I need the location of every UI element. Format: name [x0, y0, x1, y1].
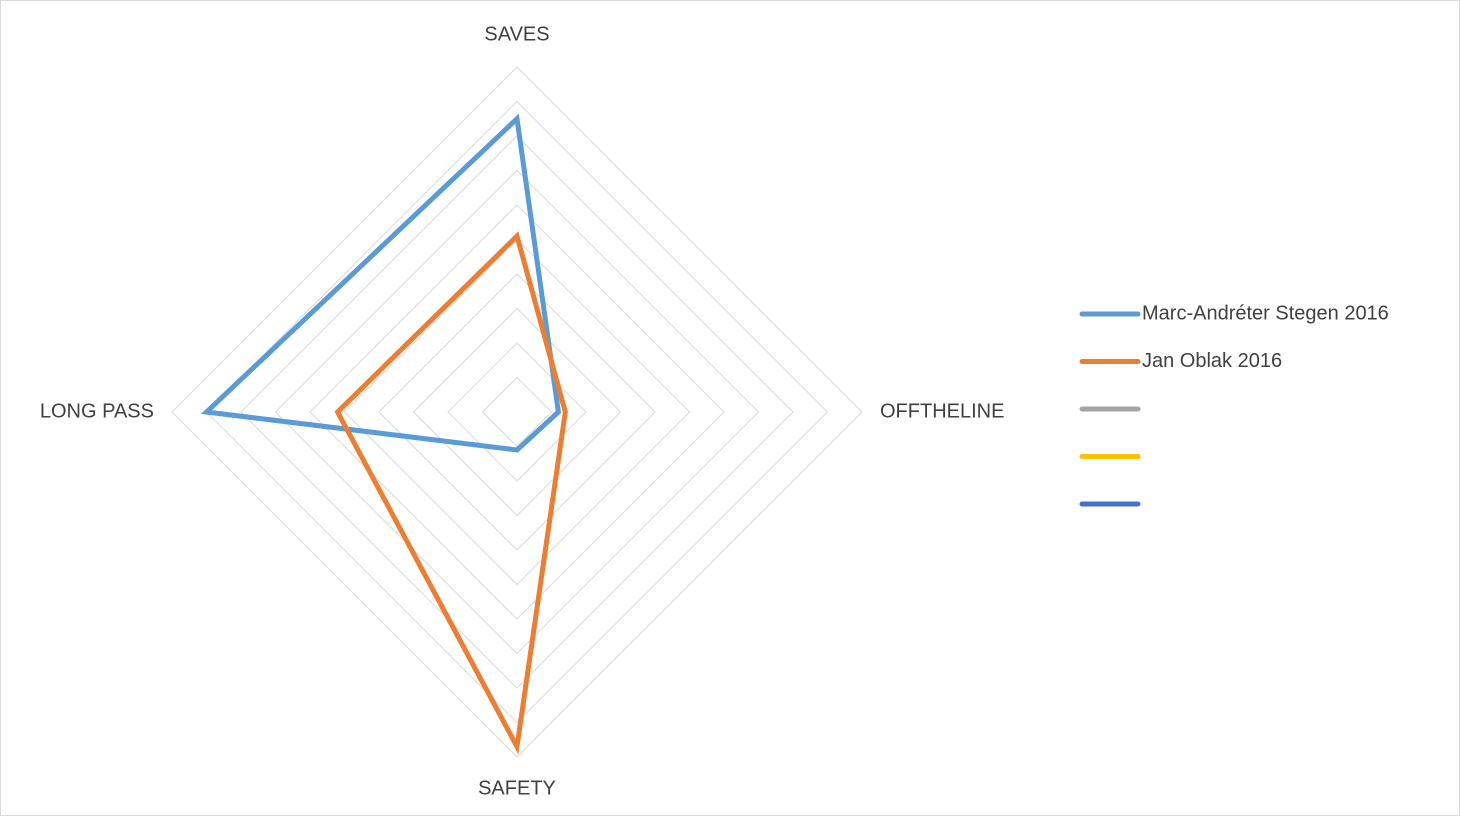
grid-ring [378, 273, 656, 551]
grid-ring [481, 376, 553, 448]
grid-ring [309, 204, 725, 620]
legend-label: Marc-Andréter Stegen 2016 [1142, 302, 1389, 324]
grid-ring [274, 169, 760, 655]
grid-ring [412, 307, 622, 517]
axis-label: SAVES [484, 23, 549, 45]
axis-label: SAFETY [478, 777, 556, 799]
grid-ring [205, 100, 829, 724]
grid-ring [171, 66, 863, 758]
grid-ring [447, 342, 587, 482]
legend-label: Jan Oblak 2016 [1142, 350, 1282, 372]
axis-label: OFFTHELINE [880, 400, 1004, 422]
grid-ring [343, 238, 691, 586]
series-line [200, 113, 562, 453]
series-line [334, 231, 568, 755]
axis-label: LONG PASS [40, 400, 154, 422]
grid-ring [240, 135, 794, 689]
